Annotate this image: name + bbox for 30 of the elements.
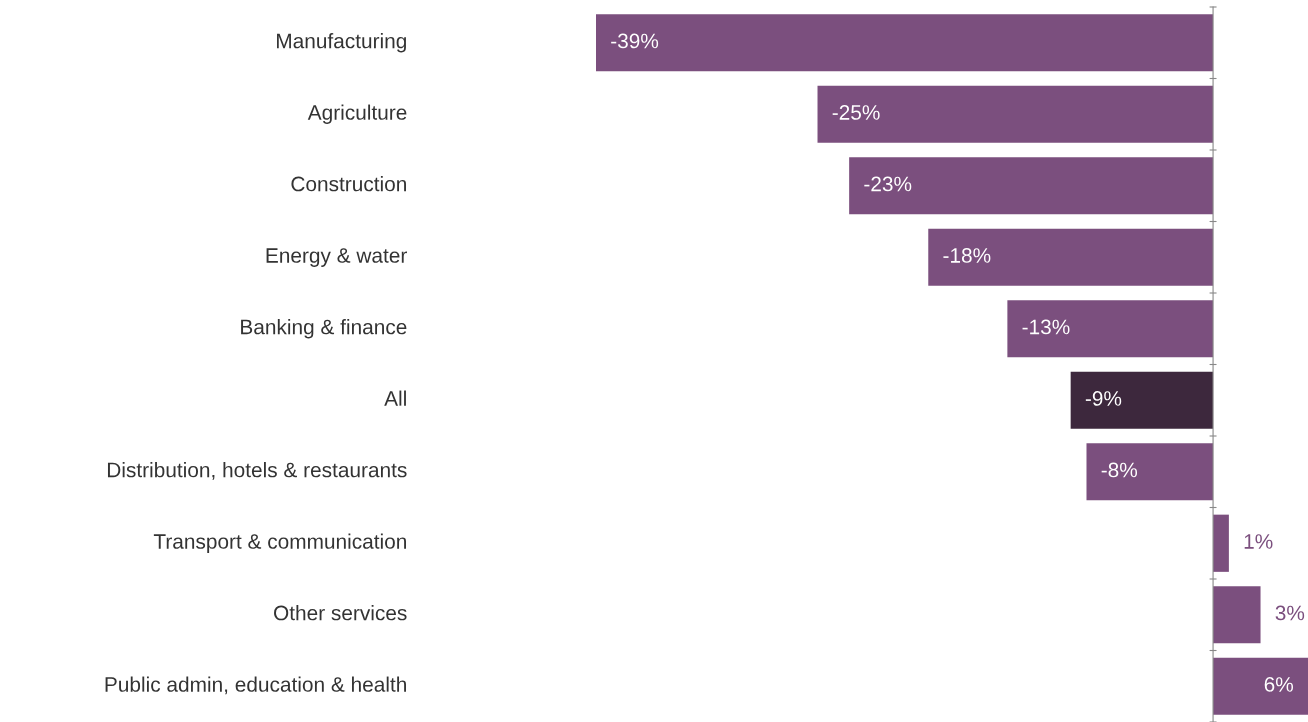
data-label: -23% xyxy=(864,176,912,192)
bar xyxy=(928,228,1214,286)
y-tick-label: Agriculture xyxy=(307,104,407,124)
y-tick-label: Other services xyxy=(274,605,407,621)
data-label: -18% xyxy=(943,248,991,263)
bar xyxy=(1213,657,1308,715)
y-tick-label: Transport & communication xyxy=(153,533,406,553)
data-label: 3% xyxy=(1275,605,1305,621)
bar xyxy=(849,157,1214,215)
data-label: 6% xyxy=(1264,677,1294,692)
y-tick-label: Public admin, education & health xyxy=(105,676,406,695)
y-tick-label: Manufacturing xyxy=(277,33,406,53)
bar xyxy=(1070,371,1214,429)
y-tick-label: All xyxy=(384,390,406,406)
data-label: 1% xyxy=(1244,534,1273,549)
bar xyxy=(1213,514,1229,572)
y-tick-label: Banking & finance xyxy=(241,319,407,339)
bar xyxy=(817,85,1214,143)
data-label: -8% xyxy=(1101,462,1138,478)
bar xyxy=(1213,586,1261,644)
data-label: -25% xyxy=(832,105,880,120)
data-label: -39% xyxy=(611,33,659,49)
y-tick-label: Energy & water xyxy=(266,248,407,267)
data-label: -13% xyxy=(1022,319,1070,335)
data-label: -9% xyxy=(1085,391,1122,406)
y-tick-label: Construction xyxy=(291,176,406,192)
y-tick-label: Distribution, hotels & restaurants xyxy=(107,462,407,480)
bar xyxy=(1007,300,1214,358)
bar xyxy=(1086,443,1214,501)
bar xyxy=(596,14,1214,72)
